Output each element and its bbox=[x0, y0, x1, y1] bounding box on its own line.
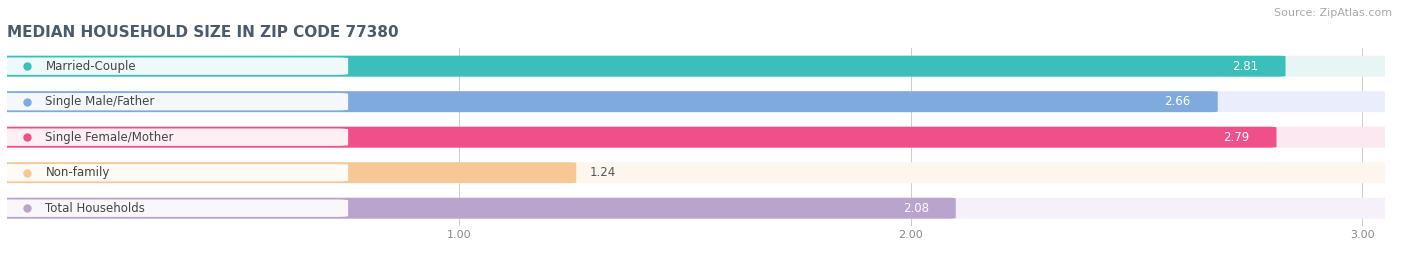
FancyBboxPatch shape bbox=[0, 56, 1285, 77]
Text: Source: ZipAtlas.com: Source: ZipAtlas.com bbox=[1274, 8, 1392, 18]
FancyBboxPatch shape bbox=[0, 91, 1393, 112]
Text: Non-family: Non-family bbox=[45, 166, 110, 179]
Text: 1.24: 1.24 bbox=[589, 166, 616, 179]
FancyBboxPatch shape bbox=[0, 58, 349, 75]
FancyBboxPatch shape bbox=[0, 200, 349, 217]
FancyBboxPatch shape bbox=[0, 91, 1218, 112]
Text: Single Female/Mother: Single Female/Mother bbox=[45, 131, 174, 144]
FancyBboxPatch shape bbox=[0, 164, 349, 181]
FancyBboxPatch shape bbox=[0, 162, 576, 183]
Text: Single Male/Father: Single Male/Father bbox=[45, 95, 155, 108]
FancyBboxPatch shape bbox=[0, 162, 1393, 183]
Text: 2.81: 2.81 bbox=[1232, 60, 1258, 73]
Text: 2.79: 2.79 bbox=[1223, 131, 1250, 144]
FancyBboxPatch shape bbox=[0, 56, 1393, 77]
Text: Married-Couple: Married-Couple bbox=[45, 60, 136, 73]
FancyBboxPatch shape bbox=[0, 198, 956, 219]
FancyBboxPatch shape bbox=[0, 129, 349, 146]
Text: 2.08: 2.08 bbox=[903, 202, 928, 215]
Text: Total Households: Total Households bbox=[45, 202, 145, 215]
FancyBboxPatch shape bbox=[0, 127, 1277, 148]
FancyBboxPatch shape bbox=[0, 127, 1393, 148]
Text: MEDIAN HOUSEHOLD SIZE IN ZIP CODE 77380: MEDIAN HOUSEHOLD SIZE IN ZIP CODE 77380 bbox=[7, 25, 399, 40]
Text: 2.66: 2.66 bbox=[1164, 95, 1191, 108]
FancyBboxPatch shape bbox=[0, 93, 349, 110]
FancyBboxPatch shape bbox=[0, 198, 1393, 219]
